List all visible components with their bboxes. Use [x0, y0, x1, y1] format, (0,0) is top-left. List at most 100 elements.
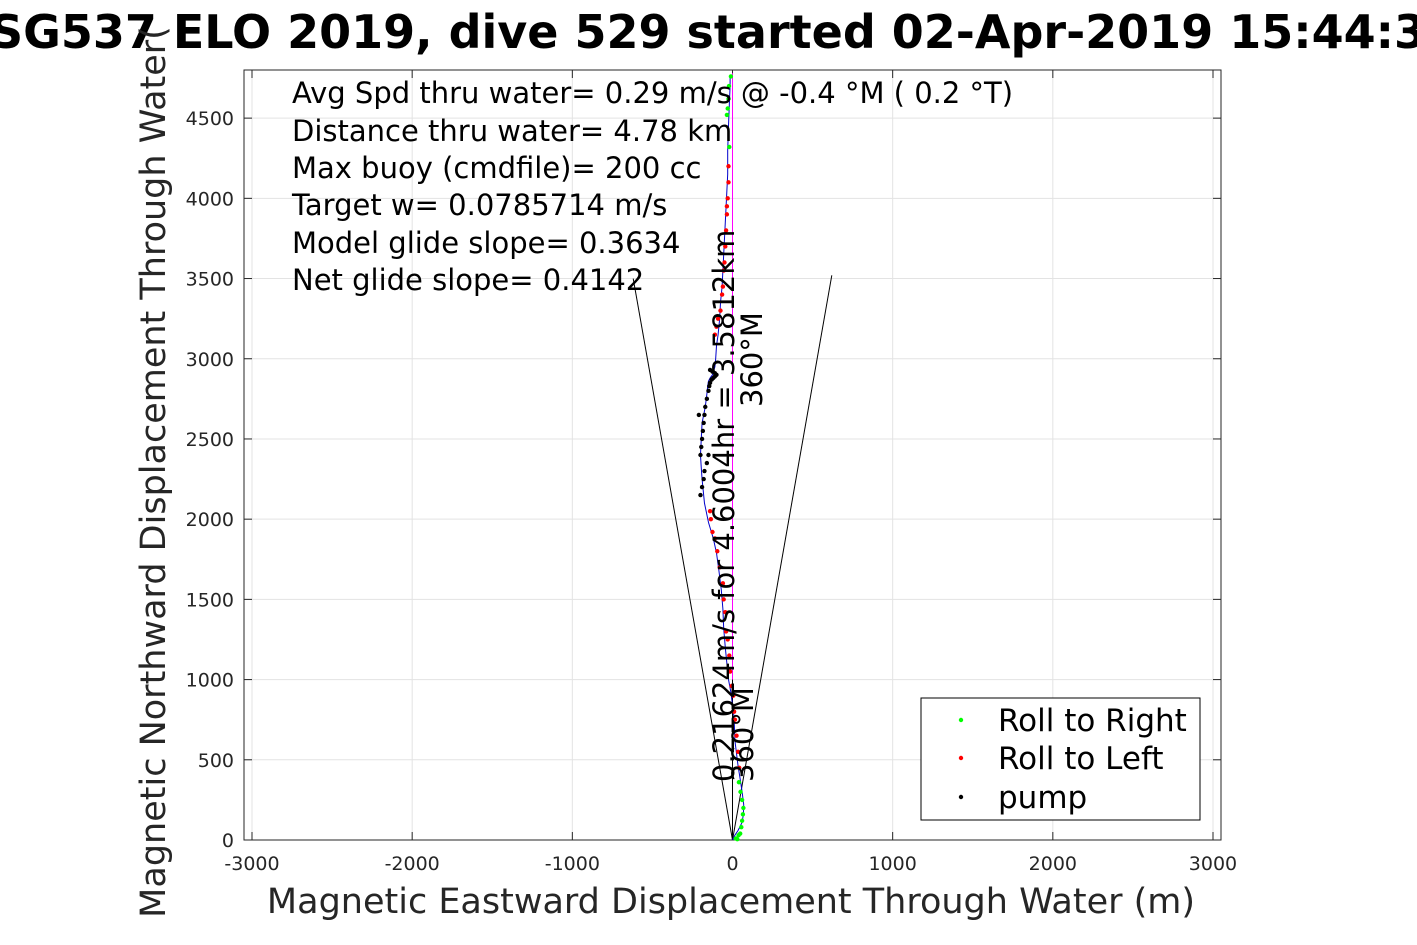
y-axis-label: Magnetic Northward Displacement Through … — [134, 26, 174, 918]
x-tick-label: 1000 — [868, 853, 916, 875]
x-tick-label: -1000 — [545, 853, 600, 875]
stats-annotations: Avg Spd thru water= 0.29 m/s @ -0.4 °M (… — [291, 76, 1013, 297]
y-tick-label: 3500 — [186, 269, 234, 291]
data-point-roll-to-left — [710, 529, 715, 535]
data-point-pump — [696, 412, 702, 418]
data-point-pump — [699, 484, 705, 490]
annotation-distance: Distance thru water= 4.78 km — [292, 114, 732, 148]
axis-ticks: -3000 -2000 -1000 0 1000 2000 3000 0 500 1000 1500… — [186, 70, 1237, 875]
legend: Roll to Right Roll to Left pump — [920, 697, 1201, 821]
data-point-pump — [699, 444, 704, 450]
chart-title: SG537 ELO 2019, dive 529 started 02-Apr-… — [0, 5, 1417, 59]
data-point-roll-to-left — [721, 268, 726, 273]
data-point-roll-to-left — [723, 228, 729, 233]
y-tick-label: 1000 — [186, 670, 234, 692]
x-tick-label: -3000 — [224, 853, 279, 875]
data-point-roll-to-right — [728, 74, 734, 79]
legend-label-pump: pump — [998, 780, 1087, 816]
data-point-roll-to-left — [719, 292, 725, 297]
data-point-roll-to-left — [729, 683, 734, 689]
y-tick-label: 3000 — [186, 349, 234, 371]
data-point-roll-to-left — [726, 180, 731, 185]
data-point-roll-to-left — [718, 308, 723, 313]
data-point-roll-to-left — [734, 733, 739, 738]
data-point-roll-to-left — [708, 516, 714, 522]
data-point-roll-to-right — [725, 106, 730, 111]
data-point-roll-to-left — [725, 637, 730, 642]
data-point-pump — [702, 412, 707, 418]
reference-line-cone-left — [632, 278, 733, 841]
data-point-roll-to-left — [732, 717, 738, 722]
data-point-roll-to-left — [727, 653, 732, 658]
data-point-roll-to-right — [741, 805, 746, 811]
data-point-pump — [702, 468, 707, 474]
data-point-roll-to-left — [723, 629, 729, 634]
x-axis-label: Magnetic Eastward Displacement Through W… — [267, 882, 1195, 922]
data-point-pump — [701, 420, 706, 426]
data-point-roll-to-left — [737, 765, 742, 771]
data-point-roll-to-left — [712, 332, 718, 337]
data-point-roll-to-left — [715, 316, 721, 321]
data-point-roll-to-left — [727, 669, 733, 674]
legend-marker-roll-right — [958, 717, 964, 723]
data-point-pump — [700, 428, 706, 434]
data-point-roll-to-left — [731, 693, 736, 698]
data-point-roll-to-left — [707, 508, 713, 514]
annotation-target-w: Target w= 0.0785714 m/s — [291, 188, 667, 222]
data-point-roll-to-right — [735, 836, 740, 842]
data-point-pump — [704, 460, 710, 466]
data-point-roll-to-left — [715, 549, 720, 554]
data-point-roll-to-right — [726, 96, 731, 102]
x-tick-label: 2000 — [1029, 853, 1077, 875]
data-point-pump — [698, 452, 703, 458]
data-point-pump — [703, 404, 708, 410]
data-point-roll-to-right — [737, 831, 743, 836]
annotation-net-glide: Net glide slope= 0.4142 — [292, 263, 644, 297]
heading-label-short: 360°M — [726, 687, 760, 782]
y-tick-label: 4000 — [186, 188, 234, 210]
data-point-pump — [704, 396, 710, 402]
y-tick-label: 4500 — [186, 108, 234, 130]
data-point-roll-to-right — [739, 824, 744, 830]
data-point-roll-to-left — [714, 324, 719, 329]
data-point-pump — [706, 452, 711, 458]
data-point-roll-to-left — [720, 284, 726, 289]
data-marks — [632, 73, 833, 842]
data-point-roll-to-left — [724, 212, 730, 217]
data-point-roll-to-left — [724, 204, 730, 209]
data-point-roll-to-left — [712, 536, 718, 541]
data-point-pump — [706, 388, 711, 394]
data-point-pump — [707, 367, 713, 373]
data-point-roll-to-right — [740, 812, 746, 817]
heading-label-long: 360°M — [735, 312, 769, 407]
y-tick-label: 1500 — [186, 589, 234, 611]
x-tick-label: 3000 — [1189, 853, 1237, 875]
data-point-roll-to-right — [736, 780, 742, 785]
data-point-roll-to-right — [727, 144, 732, 150]
data-point-roll-to-left — [720, 581, 726, 586]
annotation-model-glide: Model glide slope= 0.3634 — [292, 226, 680, 260]
y-tick-label: 500 — [198, 750, 234, 772]
data-point-roll-to-right — [738, 789, 743, 795]
y-tick-label: 2500 — [186, 429, 234, 451]
data-point-roll-to-right — [739, 797, 745, 803]
data-point-roll-to-left — [717, 565, 722, 570]
legend-label-roll-left: Roll to Left — [998, 741, 1164, 777]
legend-box — [920, 697, 1201, 821]
data-point-pump — [701, 476, 706, 482]
data-point-roll-to-right — [724, 112, 730, 118]
data-point-roll-to-left — [725, 196, 730, 201]
data-point-roll-to-left — [721, 597, 726, 602]
data-point-roll-to-left — [731, 709, 737, 714]
data-point-roll-to-left — [722, 260, 727, 265]
legend-marker-roll-left — [958, 755, 964, 761]
data-point-roll-to-left — [735, 749, 741, 754]
y-tick-label: 2000 — [186, 509, 234, 531]
legend-marker-pump — [958, 794, 964, 800]
data-point-roll-to-left — [723, 244, 728, 249]
y-tick-label: 0 — [222, 830, 234, 852]
annotation-max-buoy: Max buoy (cmdfile)= 200 cc — [292, 151, 701, 185]
data-point-roll-to-right — [726, 83, 732, 89]
annotation-avg-speed: Avg Spd thru water= 0.29 m/s @ -0.4 °M (… — [292, 76, 1013, 110]
